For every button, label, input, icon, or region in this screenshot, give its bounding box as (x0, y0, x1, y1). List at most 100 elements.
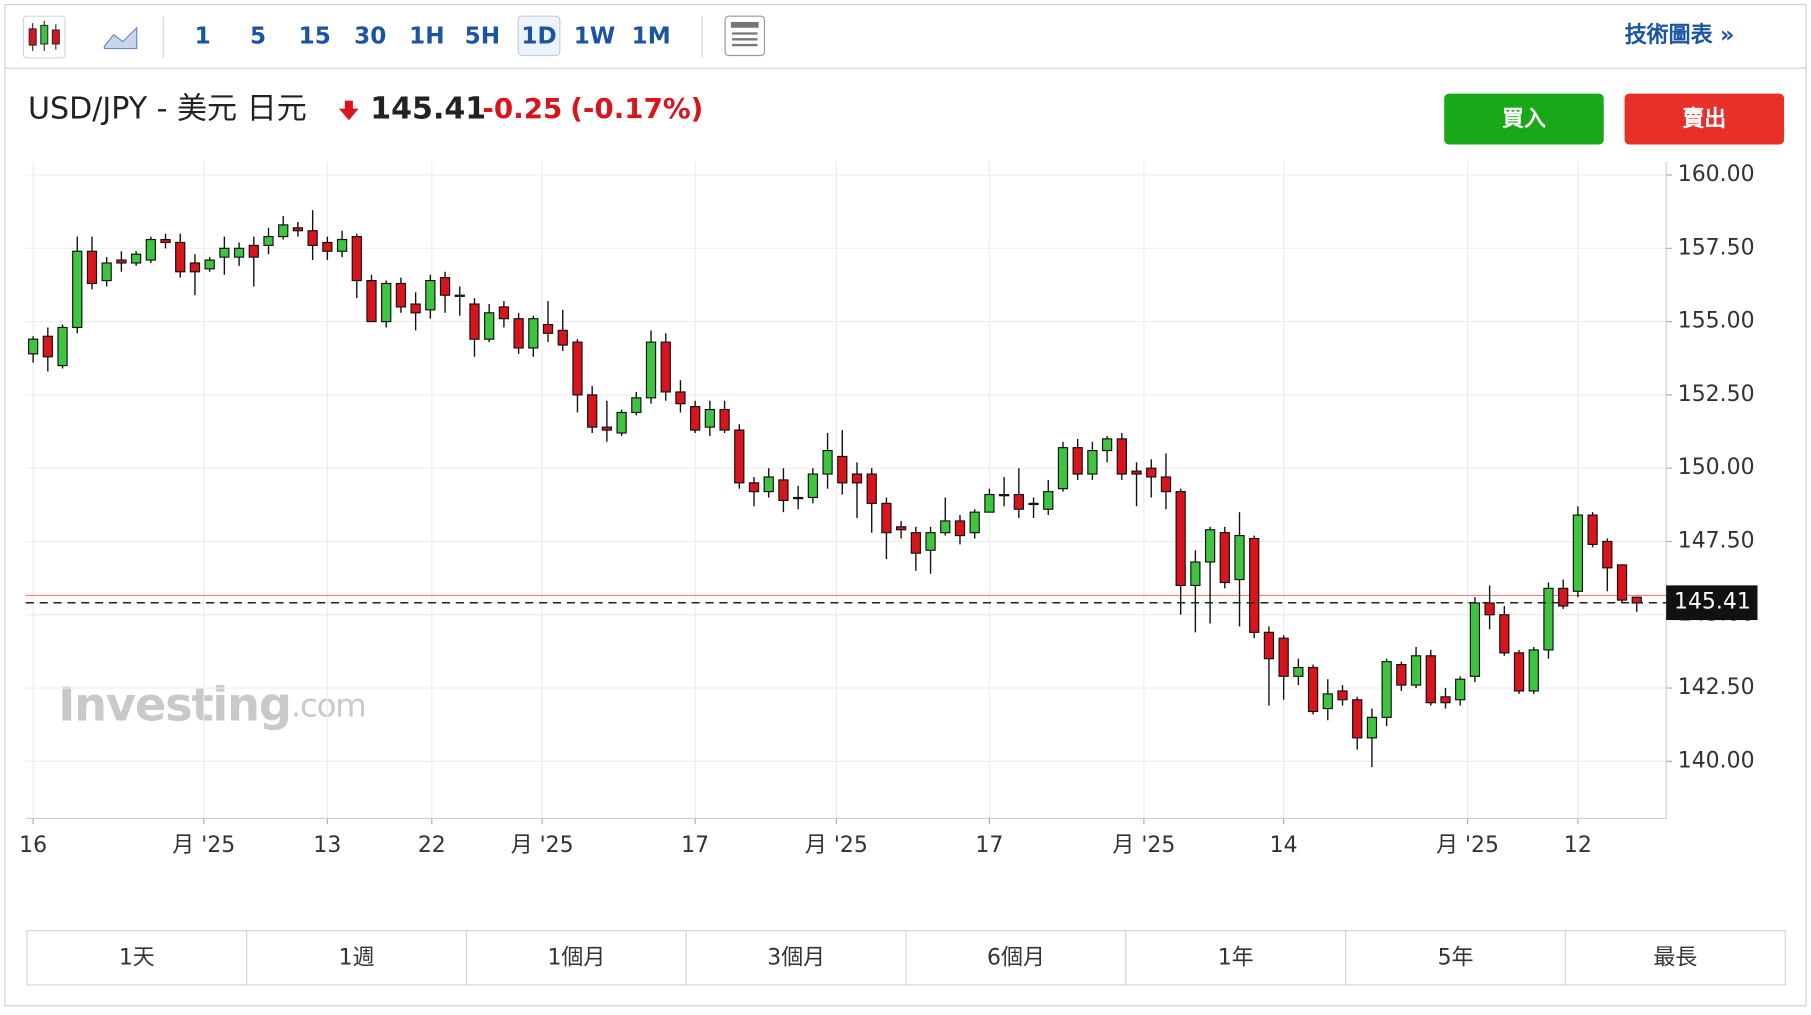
candle-body (1455, 678, 1466, 701)
candle-body (1101, 438, 1113, 452)
candle-body (1116, 438, 1127, 475)
y-tick-label: 155.00 (1678, 309, 1755, 334)
interval-button[interactable]: 1H (409, 23, 444, 49)
candle-body (1278, 637, 1289, 677)
period-label[interactable]: 6個月 (987, 945, 1045, 970)
period-button[interactable] (26, 930, 248, 986)
candle-body (542, 323, 554, 334)
candle-body (1249, 537, 1260, 633)
period-label[interactable]: 1週 (339, 945, 375, 970)
candle-body (1072, 447, 1083, 475)
period-label[interactable]: 最長 (1653, 945, 1697, 970)
period-label[interactable]: 1年 (1218, 945, 1254, 970)
period-button[interactable] (465, 930, 687, 986)
candle-body (1425, 655, 1436, 704)
candle-body (351, 236, 362, 282)
interval-button[interactable]: 5 (250, 23, 266, 49)
candle-body (1322, 693, 1333, 710)
candle-body (910, 532, 921, 554)
candle-body (322, 241, 333, 252)
watermark-brand: Investing (58, 677, 291, 731)
interval-button[interactable]: 1D (521, 23, 556, 49)
candle-body (160, 238, 171, 244)
period-label[interactable]: 5年 (1438, 945, 1474, 970)
interval-button[interactable]: 30 (354, 23, 386, 49)
candle-body (778, 479, 789, 501)
interval-button[interactable]: 1 (195, 23, 211, 49)
candle-body (601, 426, 613, 431)
frame (4, 4, 1807, 1007)
candle-body (101, 262, 112, 282)
candle-body (1043, 491, 1054, 510)
candle-body (1263, 631, 1275, 660)
interval-button[interactable]: 15 (299, 23, 331, 49)
candle-icon[interactable] (22, 15, 66, 59)
candle-body (1307, 666, 1319, 713)
active-interval-box (517, 15, 561, 57)
candle-body (851, 473, 863, 484)
candle-body (793, 496, 804, 500)
candle-body (1528, 649, 1539, 692)
period-button[interactable] (1125, 930, 1347, 986)
interval-bar: 1 5 15 30 1H 5H 1D 1W 1M (195, 15, 671, 57)
sell-label[interactable]: 賣出 (1681, 107, 1726, 132)
candle-body (42, 335, 53, 358)
interval-button[interactable]: 1M (632, 23, 671, 49)
x-tick-label: 12 (1564, 833, 1592, 858)
period-button[interactable] (905, 930, 1127, 986)
sell-button[interactable]: 賣出 (1624, 93, 1785, 145)
candle-body (837, 455, 848, 484)
buy-button[interactable]: 買入 (1444, 93, 1604, 145)
x-tick-label: 17 (681, 833, 709, 858)
period-button[interactable] (246, 930, 468, 986)
x-tick-label: 月 '25 (172, 833, 235, 858)
candle-body (1469, 602, 1481, 677)
candle-body (292, 227, 304, 232)
x-tick-label: 17 (975, 833, 1003, 858)
line-icon[interactable] (103, 26, 138, 50)
buy-label[interactable]: 買入 (1502, 107, 1546, 132)
price-change: -0.25 (482, 92, 562, 125)
candle-body (1013, 493, 1024, 510)
candle-body (1160, 476, 1172, 493)
x-tick-label: 月 '25 (511, 833, 574, 858)
candle-body (1366, 716, 1378, 739)
watermark: Investing.com (58, 677, 365, 731)
candle-body (1484, 602, 1495, 616)
candle-body (690, 406, 701, 431)
candle-body (1028, 502, 1039, 506)
candle-body (336, 238, 348, 252)
candle-body (1234, 535, 1245, 581)
y-tick-label: 157.50 (1678, 235, 1755, 260)
period-button[interactable] (1564, 930, 1786, 986)
y-tick-label: 147.50 (1678, 528, 1755, 553)
candle-body (1381, 661, 1392, 718)
candle-body (1293, 666, 1304, 677)
candle-body (439, 277, 451, 296)
candle-body (484, 312, 495, 340)
candle-body (469, 303, 480, 340)
candle-body (1396, 663, 1407, 686)
candle-body (175, 241, 186, 273)
candle-body (72, 250, 83, 329)
interval-button[interactable]: 5H (465, 23, 500, 49)
candle-body (1513, 652, 1525, 692)
interval-button[interactable]: 1W (574, 23, 616, 49)
candle-body (1602, 540, 1613, 569)
candle-body (1175, 491, 1186, 587)
period-label[interactable]: 3個月 (767, 945, 825, 970)
candle-body (719, 408, 730, 431)
candle-body (528, 318, 539, 349)
period-label[interactable]: 1天 (119, 945, 155, 970)
candle-body (954, 520, 966, 537)
technical-chart-link[interactable]: 技術圖表 » (1625, 22, 1735, 48)
candle-body (263, 236, 274, 246)
candle-body (557, 329, 568, 346)
x-tick-label: 22 (418, 833, 446, 858)
candle-body (587, 394, 598, 428)
period-label[interactable]: 1個月 (547, 945, 605, 970)
period-button[interactable] (1345, 930, 1567, 986)
candle-body (822, 450, 833, 475)
layout-icon[interactable] (724, 15, 766, 57)
